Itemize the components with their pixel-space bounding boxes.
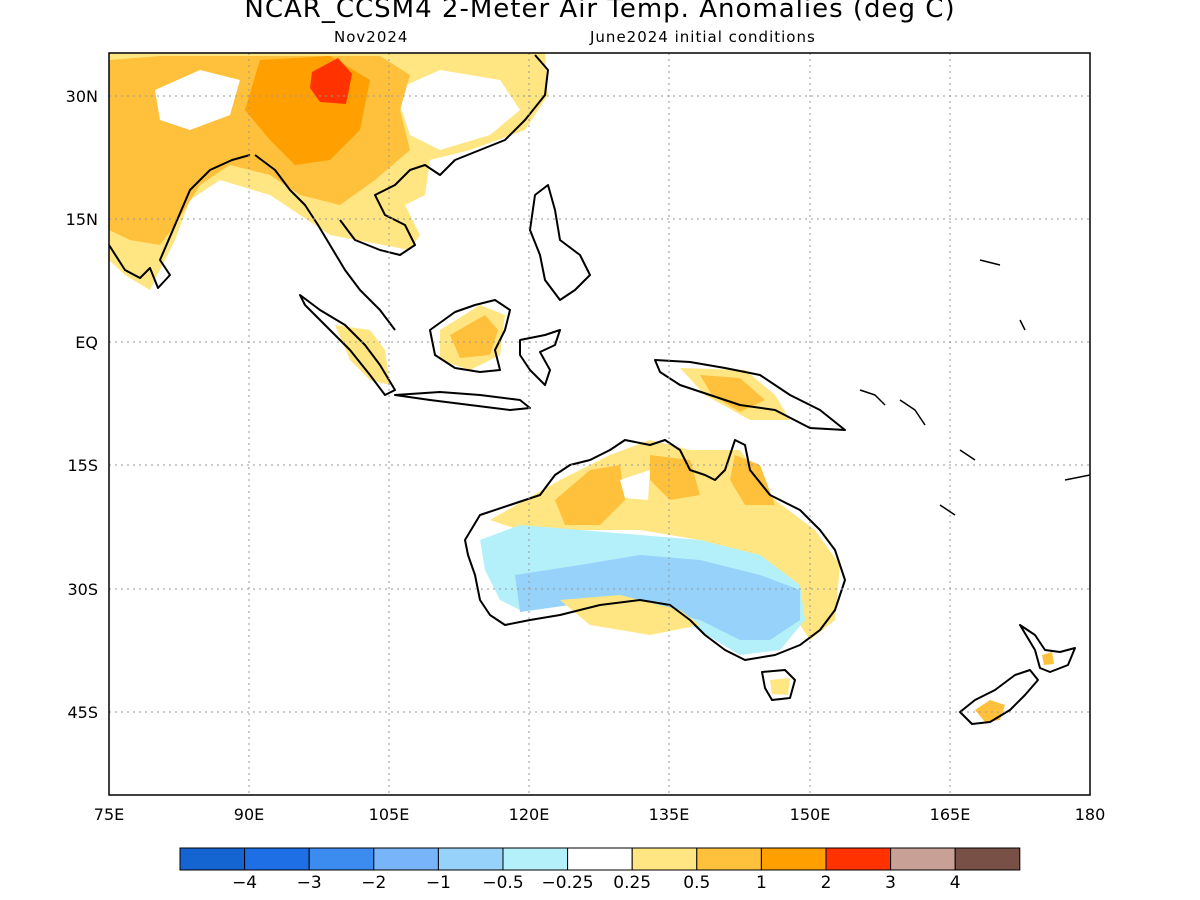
- colorbar-label: 1: [756, 873, 767, 893]
- initial-conditions-label: June2024 initial conditions: [590, 28, 816, 46]
- lat-labels: 30N 15N EQ 15S 30S 45S: [66, 87, 98, 722]
- lon-label-135e: 135E: [649, 805, 690, 824]
- colorbar-swatch: [437, 847, 504, 871]
- colorbar-swatch: [760, 847, 827, 871]
- colorbar-label: −4: [232, 873, 257, 893]
- borneo-coastline: [429, 299, 511, 373]
- colorbar-swatch: [890, 847, 956, 871]
- tibet-max-anomaly: [310, 58, 352, 104]
- colorbar-swatch: [954, 847, 1021, 871]
- lon-labels: 75E 90E 105E 120E 135E 150E 165E 180: [94, 805, 1106, 824]
- colorbar-label: −0.25: [542, 873, 594, 893]
- australia-northeast-anomaly: [730, 455, 775, 505]
- colorbar-swatch: [567, 847, 633, 871]
- colorbar-label: 3: [885, 873, 896, 893]
- coastlines: [109, 54, 1090, 725]
- tasmania-anomaly: [770, 678, 790, 695]
- colorbar-label: −2: [361, 873, 386, 893]
- sulawesi-coastline: [519, 329, 561, 386]
- australia-north-moderate-anomaly: [555, 465, 625, 525]
- lon-label-180: 180: [1075, 805, 1106, 824]
- colorbar-label: 4: [950, 873, 961, 893]
- tasmania-coastline: [761, 669, 796, 701]
- new-zealand-anomaly: [975, 700, 1005, 722]
- pacific-islands: [859, 259, 1090, 516]
- asia-white-patch: [155, 70, 240, 130]
- lon-label-120e: 120E: [509, 805, 550, 824]
- colorbar-swatch: [244, 847, 310, 871]
- colorbar: −4 −3 −2 −1 −0.5 −0.25 0.25 0.5 1 2 3 4: [179, 847, 1021, 893]
- colorbar-swatch: [502, 847, 569, 871]
- lat-label-45s: 45S: [67, 703, 98, 722]
- new-zealand-south-coastline: [959, 669, 1039, 725]
- borneo-core-anomaly: [450, 315, 498, 358]
- asia-white-gap: [395, 70, 520, 150]
- lat-label-15s: 15S: [67, 456, 98, 475]
- colorbar-swatch: [696, 847, 762, 871]
- anomaly-shading: [109, 53, 1054, 722]
- new-zealand-north-anomaly: [1042, 652, 1054, 665]
- map-title: NCAR_CCSM4 2-Meter Air Temp. Anomalies (…: [244, 0, 956, 24]
- colorbar-swatch: [179, 847, 246, 871]
- colorbar-label: −3: [297, 873, 322, 893]
- sumatra-anomaly: [335, 325, 390, 385]
- australia-white-patch: [620, 470, 650, 500]
- southeast-australia-warm-anomaly: [560, 595, 700, 635]
- lat-label-15n: 15N: [66, 210, 98, 229]
- colorbar-label: 0.5: [683, 873, 710, 893]
- australia-cooler-anomaly: [515, 555, 800, 640]
- lat-label-30s: 30S: [67, 580, 98, 599]
- lat-label-eq: EQ: [75, 333, 98, 352]
- colorbar-label: 0.25: [613, 873, 651, 893]
- lat-label-30n: 30N: [66, 87, 98, 106]
- australia-coastline: [464, 439, 846, 661]
- java-coastline: [394, 391, 531, 411]
- new-zealand-north-coastline: [1019, 624, 1076, 673]
- lon-label-165e: 165E: [930, 805, 971, 824]
- gridlines: [109, 53, 1090, 795]
- colorbar-label: 2: [821, 873, 832, 893]
- colorbar-label: −1: [426, 873, 451, 893]
- india-coastline: [109, 154, 251, 289]
- colorbar-label: −0.5: [482, 873, 523, 893]
- colorbar-swatch: [373, 847, 439, 871]
- plot-frame: [108, 52, 1091, 796]
- new-guinea-coastline: [654, 359, 846, 431]
- lon-label-105e: 105E: [369, 805, 410, 824]
- colorbar-swatch: [308, 847, 375, 871]
- philippines-coastline: [529, 184, 591, 301]
- new-guinea-core-anomaly: [700, 375, 765, 412]
- colorbar-swatch: [825, 847, 892, 871]
- valid-month-label: Nov2024: [334, 28, 409, 46]
- lon-label-75e: 75E: [94, 805, 124, 824]
- sumatra-coastline: [299, 294, 396, 396]
- lon-label-90e: 90E: [234, 805, 264, 824]
- southeast-asia-coastline: [254, 54, 549, 331]
- lon-label-150e: 150E: [790, 805, 831, 824]
- colorbar-swatch: [631, 847, 698, 871]
